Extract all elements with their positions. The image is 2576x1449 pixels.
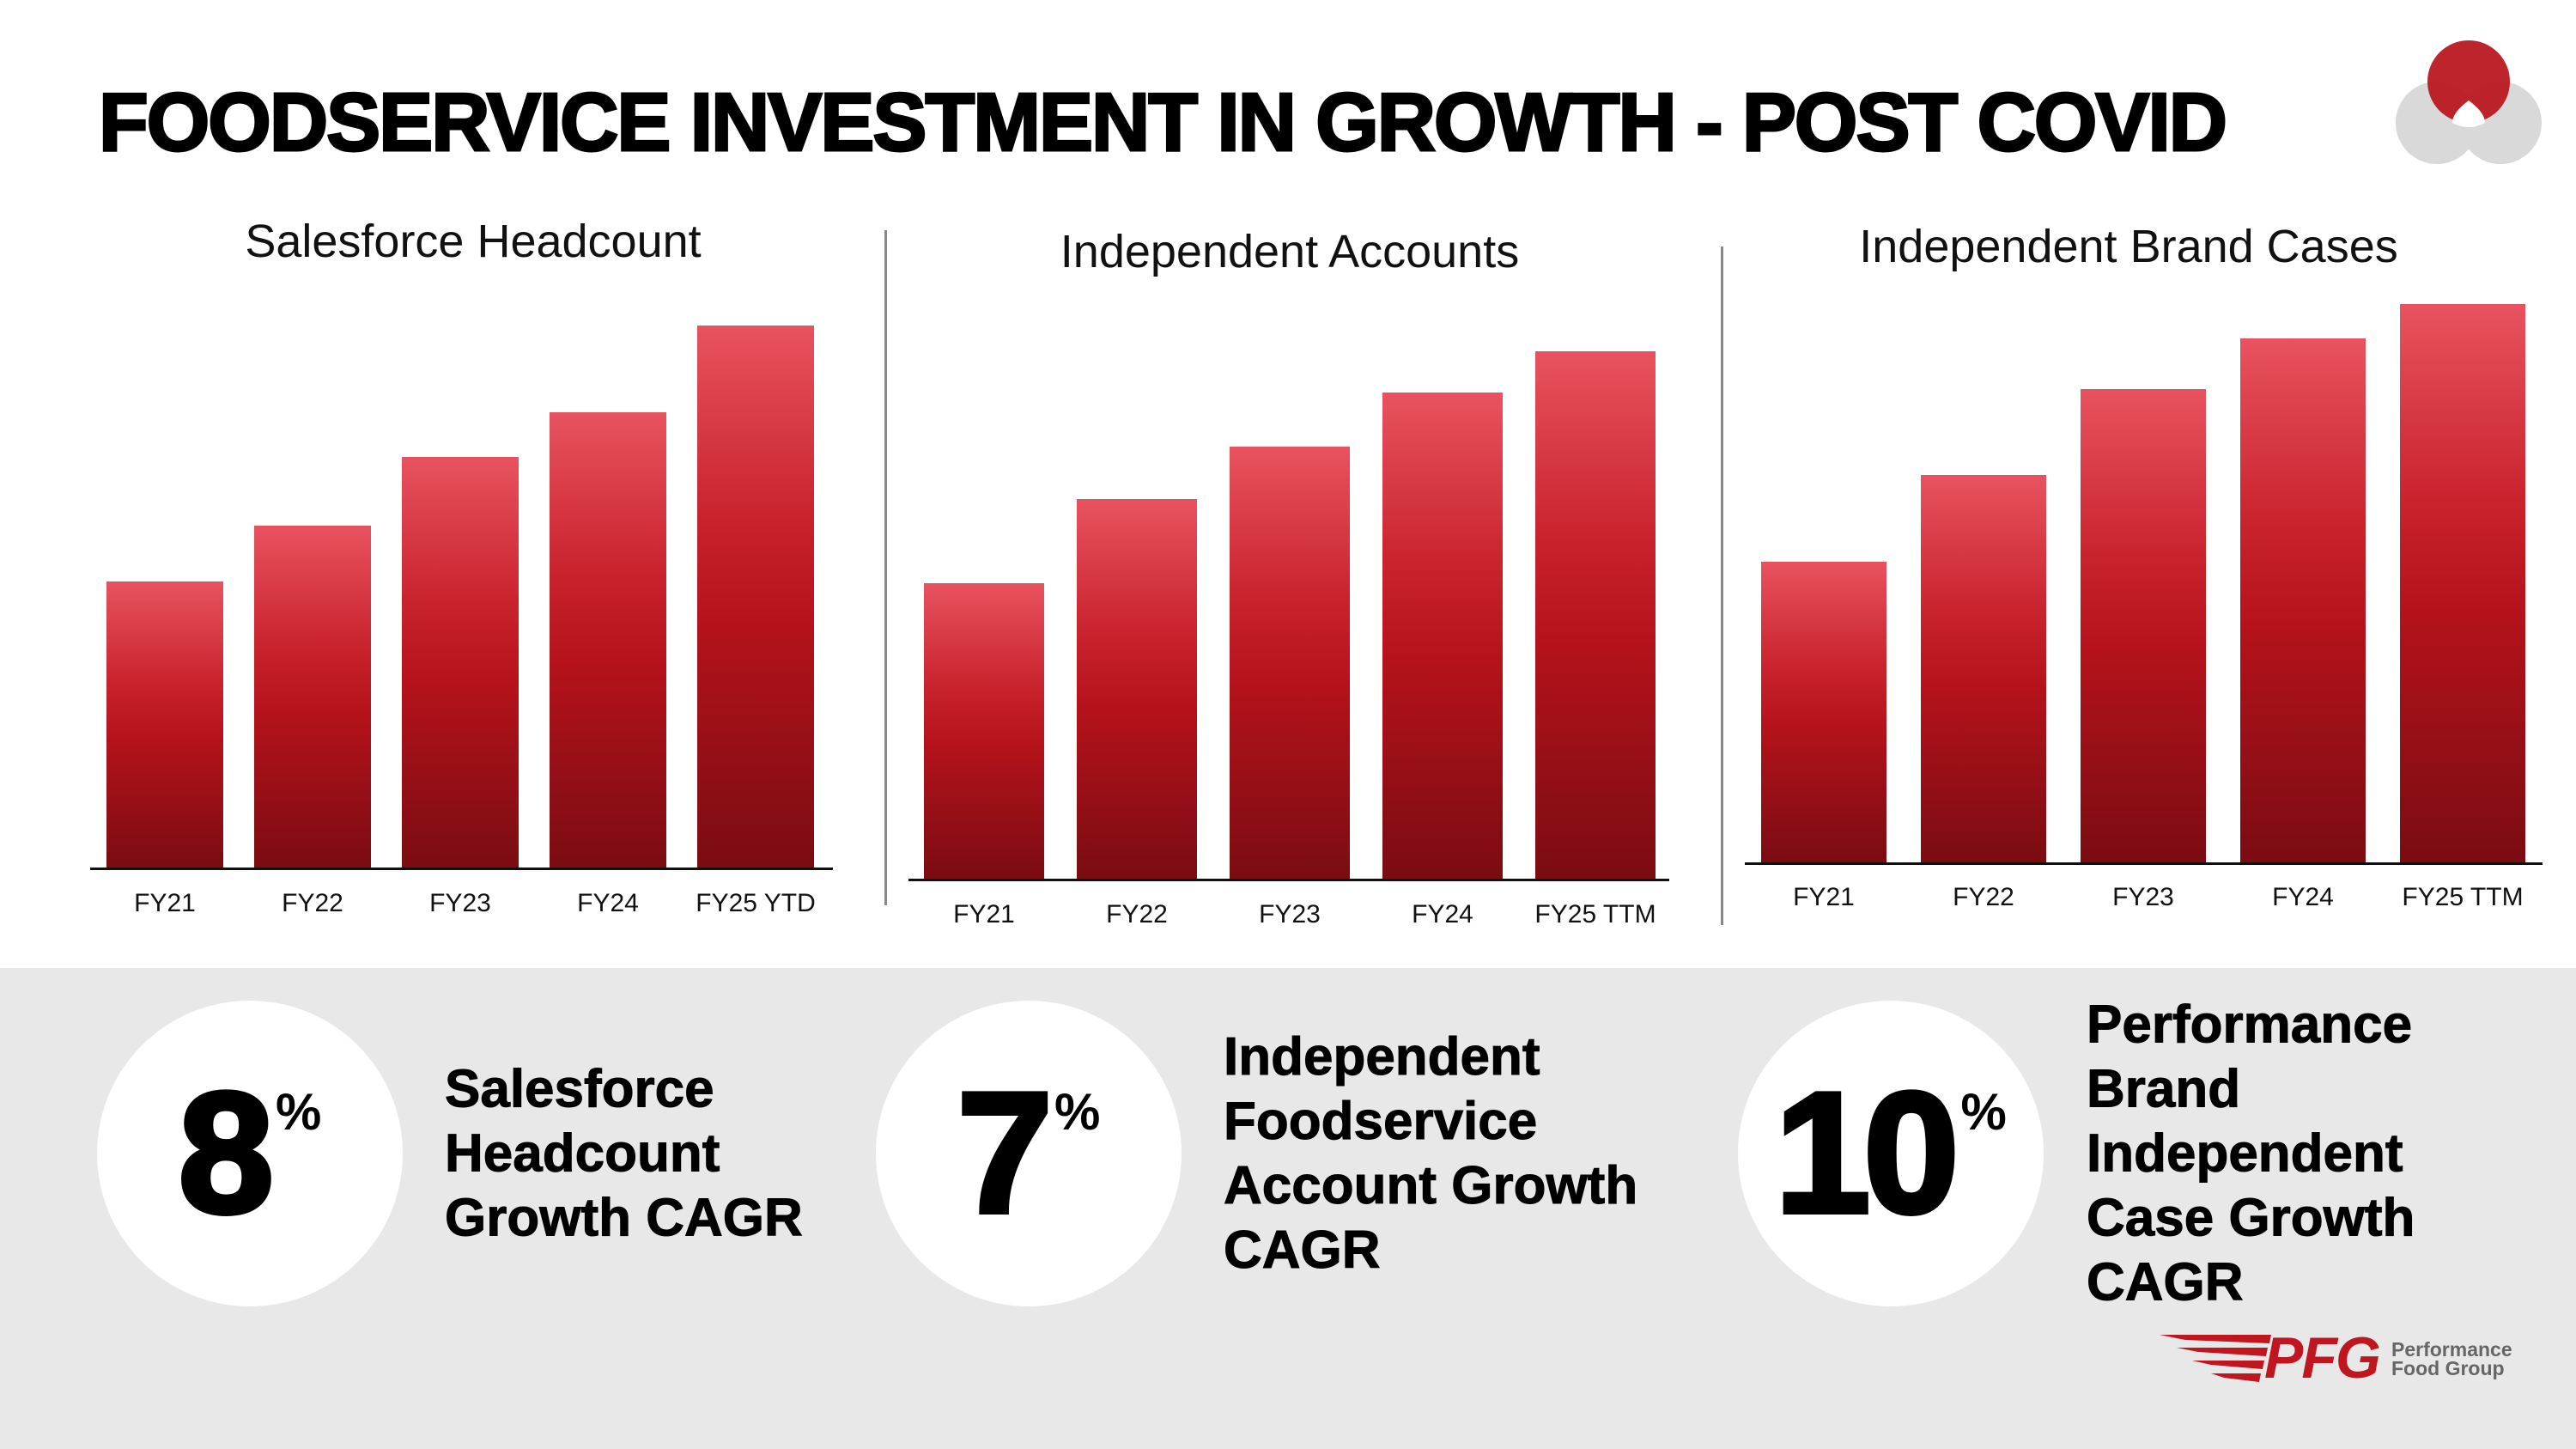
chart-divider [884,230,887,905]
bar-fy23 [402,456,519,868]
x-tick-label: FY25 YTD [696,889,816,917]
x-tick-label: FY25 TTM [1534,900,1656,928]
x-axis-line [908,879,1669,881]
x-tick-label: FY24 [1412,900,1473,928]
chart-title: Independent Accounts [1060,226,1520,277]
bar-fy24 [1382,392,1503,879]
bar-fy24 [2240,338,2366,862]
pfg-name-line2: Food Group [2391,1357,2505,1379]
x-axis-line [90,868,833,870]
x-tick-label: FY21 [134,889,196,917]
x-tick-label: FY23 [2112,883,2174,911]
stat-value: 7 [955,1057,1055,1249]
chart-divider [1721,247,1723,925]
venn-logo-icon [2396,40,2542,164]
x-tick-label: FY23 [429,889,491,917]
bar-fy21 [106,581,223,868]
x-tick-label: FY22 [1953,883,2014,911]
stat-unit: % [1054,1083,1101,1141]
bar-fy22 [1077,499,1197,879]
bar-fy23 [2081,389,2206,862]
stat-unit: % [275,1083,322,1141]
pfg-mark: PFG [2264,1325,2381,1391]
bar-fy21 [924,582,1044,879]
speed-lines-icon [2160,1335,2271,1382]
stat-description: Salesforce Headcount Growth CAGR [445,1057,804,1251]
stat-description: Performance Brand Independent Case Growth … [2087,993,2576,1315]
x-tick-label: FY24 [2272,883,2334,911]
stat-value: 10 [1772,1057,1962,1249]
bar-fy23 [1230,446,1350,879]
stat-value: 8 [176,1057,276,1249]
stat-description-line: Salesforce [445,1059,715,1119]
page-title: FOODSERVICE INVESTMENT IN GROWTH - POST … [98,76,2229,170]
stats-band [0,968,2576,1449]
stat-description-line: Foodservice [1223,1092,1538,1152]
bar-fy24 [550,412,666,868]
chart-title: Salesforce Headcount [245,216,702,267]
bar-fy25-ttm [2400,303,2525,862]
x-axis-line [1745,862,2543,865]
stat-description-line: Account Growth [1223,1156,1638,1216]
pfg-name-line1: Performance [2391,1338,2512,1361]
chart-title: Independent Brand Cases [1859,221,2398,272]
x-tick-label: FY23 [1259,900,1321,928]
stat-description-line: Independent [1223,1027,1540,1087]
bar-fy25-ytd [697,325,814,868]
bar-fy21 [1761,561,1886,862]
bar-fy22 [1921,474,2046,862]
stat-description-line: Performance Brand [2087,995,2413,1119]
bar-fy25-ttm [1535,350,1656,879]
x-tick-label: FY25 TTM [2402,883,2524,911]
stat-circle: 8% [97,1001,403,1306]
x-tick-label: FY24 [577,889,639,917]
stat-circle: 10% [1738,1001,2044,1306]
stat-description: Independent Foodservice Account Growth CAGR [1223,1025,1638,1282]
x-tick-label: FY22 [282,889,343,917]
x-tick-label: FY21 [953,900,1015,928]
x-tick-label: FY21 [1793,883,1855,911]
stat-description-line: Independent [2087,1123,2404,1184]
stat-description-line: Headcount [445,1123,720,1184]
stat-circle: 7% [876,1001,1182,1306]
stat-description-line: Case Growth CAGR [2087,1188,2415,1312]
x-tick-label: FY22 [1106,900,1168,928]
stat-unit: % [1960,1083,2007,1141]
stat-description-line: Growth CAGR [445,1188,804,1248]
stat-description-line: CAGR [1223,1221,1381,1281]
pfg-logo: PFG Performance Food Group [2160,1325,2520,1391]
bar-fy22 [254,526,371,868]
